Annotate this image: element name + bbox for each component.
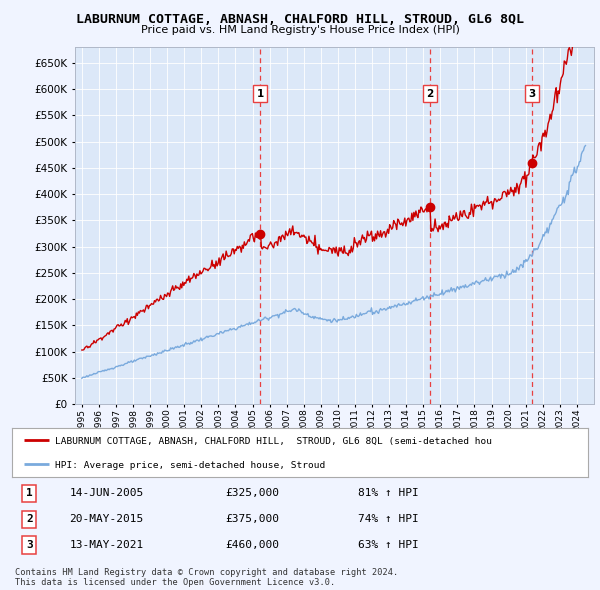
Text: £325,000: £325,000	[225, 488, 279, 498]
Text: £460,000: £460,000	[225, 540, 279, 550]
Text: 1: 1	[257, 88, 264, 99]
Text: 81% ↑ HPI: 81% ↑ HPI	[358, 488, 418, 498]
Text: 63% ↑ HPI: 63% ↑ HPI	[358, 540, 418, 550]
Text: 14-JUN-2005: 14-JUN-2005	[70, 488, 144, 498]
Text: Contains HM Land Registry data © Crown copyright and database right 2024.
This d: Contains HM Land Registry data © Crown c…	[15, 568, 398, 587]
Text: 3: 3	[26, 540, 32, 550]
Text: LABURNUM COTTAGE, ABNASH, CHALFORD HILL, STROUD, GL6 8QL: LABURNUM COTTAGE, ABNASH, CHALFORD HILL,…	[76, 13, 524, 26]
Text: LABURNUM COTTAGE, ABNASH, CHALFORD HILL,  STROUD, GL6 8QL (semi-detached hou: LABURNUM COTTAGE, ABNASH, CHALFORD HILL,…	[55, 437, 492, 445]
Text: 20-MAY-2015: 20-MAY-2015	[70, 514, 144, 524]
Text: 3: 3	[528, 88, 535, 99]
Text: 2: 2	[426, 88, 433, 99]
Text: £375,000: £375,000	[225, 514, 279, 524]
Text: HPI: Average price, semi-detached house, Stroud: HPI: Average price, semi-detached house,…	[55, 461, 325, 470]
Text: Price paid vs. HM Land Registry's House Price Index (HPI): Price paid vs. HM Land Registry's House …	[140, 25, 460, 35]
Text: 1: 1	[26, 488, 32, 498]
Text: 74% ↑ HPI: 74% ↑ HPI	[358, 514, 418, 524]
Text: 2: 2	[26, 514, 32, 524]
Text: 13-MAY-2021: 13-MAY-2021	[70, 540, 144, 550]
